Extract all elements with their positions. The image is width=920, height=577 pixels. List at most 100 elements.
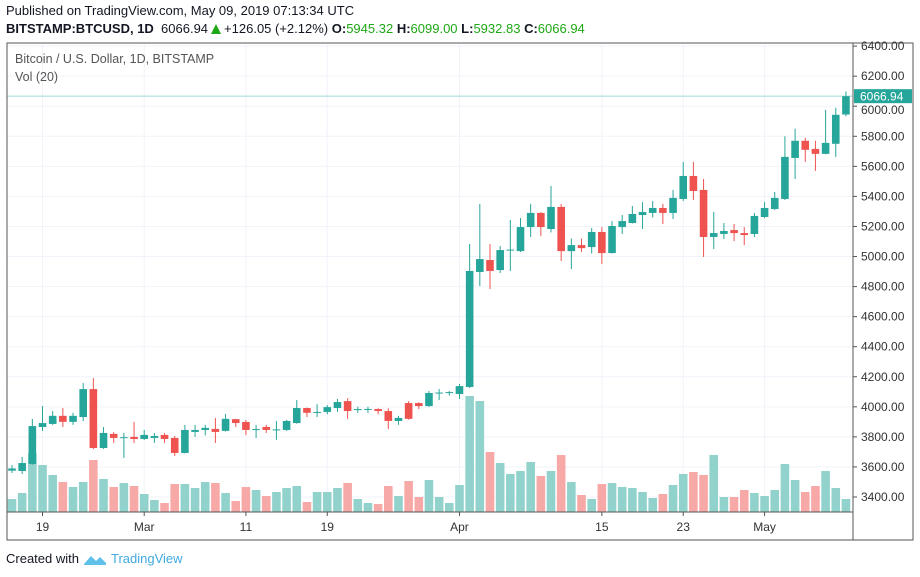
volume-bar bbox=[445, 503, 454, 512]
candle-body bbox=[506, 249, 515, 251]
high-label: H: bbox=[396, 21, 411, 36]
chart-frame bbox=[6, 42, 914, 541]
time-tick-label: May bbox=[753, 520, 776, 534]
candle-body bbox=[252, 429, 260, 431]
candle-body bbox=[516, 227, 525, 252]
tradingview-link[interactable]: TradingView bbox=[110, 551, 183, 566]
candle-body bbox=[384, 411, 393, 421]
price-tick-label: 4600.00 bbox=[861, 310, 905, 324]
candle-body bbox=[730, 230, 738, 234]
volume-bar bbox=[739, 490, 749, 512]
volume-bar bbox=[363, 503, 373, 512]
last-price: 6066.94 bbox=[161, 21, 209, 36]
candle-body bbox=[842, 96, 850, 115]
candle-body bbox=[598, 232, 606, 254]
volume-bar bbox=[129, 486, 139, 512]
candle-body bbox=[750, 215, 759, 234]
candle-body bbox=[140, 434, 149, 439]
symbol-label: BITSTAMP:BTCUSD, 1D bbox=[6, 21, 154, 36]
candle-body bbox=[262, 426, 271, 430]
candle-body bbox=[659, 207, 667, 213]
last-price-badge bbox=[854, 89, 912, 104]
candle-body bbox=[69, 415, 77, 422]
candle-body bbox=[160, 434, 169, 439]
candle-body bbox=[425, 392, 433, 407]
volume-bar bbox=[322, 492, 332, 512]
candle-body bbox=[415, 403, 423, 407]
candle-body bbox=[496, 250, 504, 271]
candle-body bbox=[8, 468, 16, 471]
candle-body bbox=[323, 407, 332, 412]
volume-bar bbox=[597, 484, 607, 512]
candle-body bbox=[343, 401, 352, 412]
candle-body bbox=[648, 207, 657, 213]
volume-bar bbox=[780, 464, 790, 512]
candle-body bbox=[404, 403, 413, 419]
time-tick-label: 11 bbox=[240, 520, 253, 534]
candle-body bbox=[282, 420, 291, 430]
time-tick-label: 23 bbox=[677, 520, 691, 534]
price-tick-label: 4000.00 bbox=[861, 400, 905, 414]
price-tick-label: 6400.00 bbox=[861, 39, 905, 53]
candle-body bbox=[201, 427, 210, 430]
candle-body bbox=[567, 245, 576, 252]
volume-bar bbox=[302, 502, 312, 512]
candle-body bbox=[587, 232, 596, 248]
candle-body bbox=[231, 419, 240, 424]
volume-bar bbox=[17, 493, 27, 512]
candle-body bbox=[740, 233, 749, 236]
volume-bar bbox=[211, 483, 220, 512]
volume-bar bbox=[587, 499, 596, 512]
volume-bar bbox=[536, 476, 546, 512]
price-tick-label: 6200.00 bbox=[861, 69, 905, 83]
series-legend: Bitcoin / U.S. Dollar, 1D, BITSTAMP bbox=[15, 52, 215, 66]
price-tick-label: 5400.00 bbox=[861, 189, 905, 203]
candle-body bbox=[455, 386, 464, 395]
candle-body bbox=[272, 429, 281, 431]
volume-bar bbox=[719, 497, 729, 512]
volume-bar bbox=[160, 503, 169, 512]
candle-body bbox=[557, 206, 565, 252]
time-tick-label: 19 bbox=[36, 520, 50, 534]
symbol-info-line: BITSTAMP:BTCUSD, 1D 6066.94 +126.05 (+2.1… bbox=[6, 21, 585, 36]
volume-bar bbox=[383, 486, 393, 512]
candle-body bbox=[191, 429, 199, 432]
last-price-badge-label: 6066.94 bbox=[860, 90, 904, 104]
volume-bar bbox=[689, 472, 698, 512]
volume-bar bbox=[373, 504, 383, 512]
volume-bar bbox=[170, 484, 180, 512]
volume-bar bbox=[495, 463, 505, 512]
volume-bar bbox=[261, 496, 271, 512]
volume-bar bbox=[89, 460, 98, 512]
volume-bar bbox=[556, 455, 566, 512]
published-line: Published on TradingView.com, May 09, 20… bbox=[6, 3, 355, 18]
volume-bar bbox=[790, 480, 800, 512]
time-tick-label: Apr bbox=[450, 520, 469, 534]
candle-body bbox=[781, 156, 789, 199]
candle-body bbox=[465, 270, 474, 387]
volume-bar bbox=[567, 482, 576, 512]
price-tick-label: 5600.00 bbox=[861, 159, 905, 173]
open-value: 5945.32 bbox=[346, 21, 394, 36]
candle-body bbox=[628, 213, 637, 224]
time-tick-label: 19 bbox=[321, 520, 335, 534]
close-label: C: bbox=[524, 21, 538, 36]
volume-bar bbox=[750, 493, 759, 512]
volume-bar bbox=[119, 483, 129, 512]
close-value: 6066.94 bbox=[537, 21, 585, 36]
low-value: 5932.83 bbox=[473, 21, 521, 36]
candle-body bbox=[801, 140, 810, 150]
price-tick-label: 3400.00 bbox=[861, 490, 905, 504]
created-with-text: Created with bbox=[6, 551, 79, 566]
candle-body bbox=[292, 408, 301, 424]
candle-body bbox=[608, 226, 616, 254]
candle-body bbox=[59, 415, 67, 422]
price-tick-label: 3600.00 bbox=[861, 460, 905, 474]
candle-body bbox=[486, 259, 494, 271]
price-change: +126.05 (+2.12%) bbox=[224, 21, 329, 36]
candle-body bbox=[38, 423, 47, 427]
volume-bar bbox=[628, 488, 637, 512]
price-tick-label: 5200.00 bbox=[861, 219, 905, 233]
volume-bar bbox=[414, 497, 424, 512]
